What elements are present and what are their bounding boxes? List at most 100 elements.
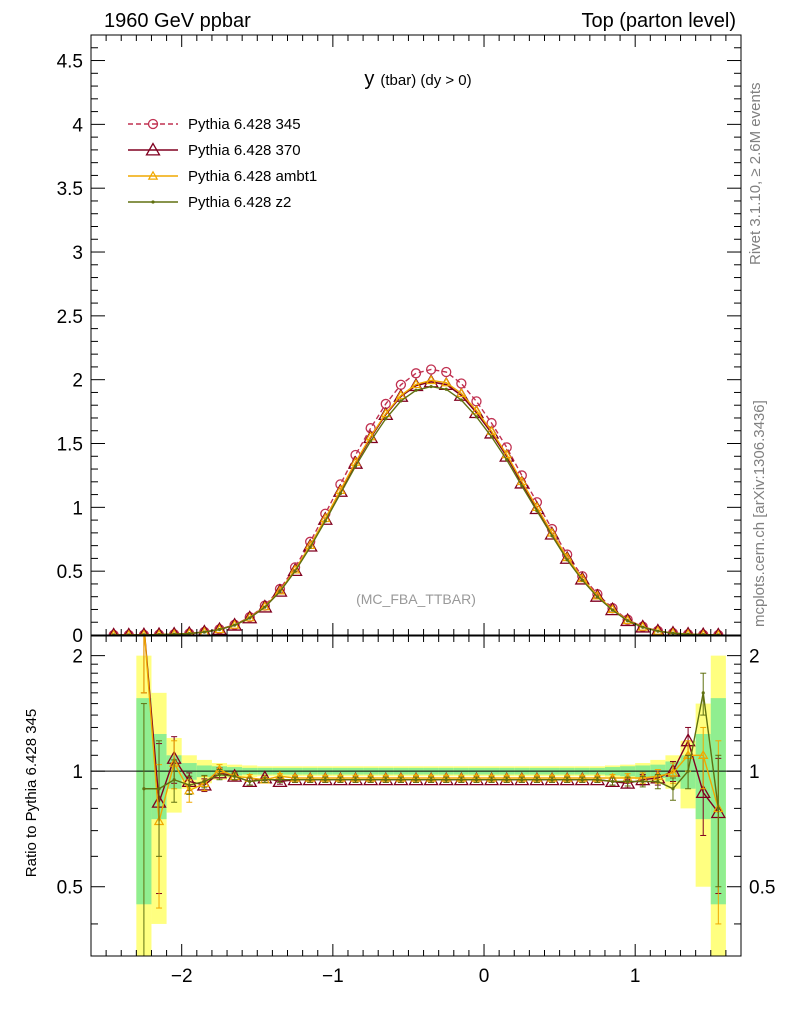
plot-title-rest: (tbar) (dy > 0) [380,72,471,89]
data-point [353,464,358,468]
ratio-ytick-label-left: 2 [72,647,83,668]
ratio-point [272,773,288,788]
data-point [535,509,539,513]
data-point [671,631,675,635]
plot-title-main: y [364,68,374,90]
data-point [289,564,301,574]
legend-marker [151,200,155,204]
data-point [410,368,422,379]
ratio-point [550,778,554,782]
ratio-point [414,778,418,782]
ratio-point [142,787,146,791]
main-ytick-label: 0.5 [57,562,83,583]
ratio-frame [90,635,742,957]
data-point [425,364,437,375]
ratio-point [716,806,720,810]
ratio-point [308,778,312,782]
ratio-point [323,778,327,782]
data-point [217,627,222,632]
data-point [154,626,164,635]
legend-label: Pythia 6.428 370 [188,142,301,159]
ratio-point [187,783,191,787]
main-ytick-label: 1 [72,498,83,519]
data-point [338,491,343,496]
data-point [580,578,584,582]
ratio-plot-area [91,636,741,956]
ratio-axes: −2 −1 0 1 0.5 0.5 1 1 2 2 [57,636,775,987]
main-frame [90,34,742,636]
data-point [187,631,191,635]
ratio-point [505,778,509,782]
data-point [440,377,452,387]
legend-marker [147,118,159,130]
data-point [656,629,660,633]
data-point [459,398,463,402]
ratio-point [565,778,569,782]
ratio-point [535,778,539,782]
data-point [293,569,297,573]
ratio-point [580,778,584,782]
ratio-point [263,778,267,782]
rivet-version-label: Rivet 3.1.10, ≥ 2.6M events [747,83,764,266]
data-point [242,610,258,624]
ratio-point [429,778,433,782]
data-point [272,583,288,597]
main-ytick-label: 2 [72,371,83,392]
ratio-point [474,778,479,782]
data-point [441,366,452,378]
ratio-xtick-label: 0 [479,966,490,987]
header-right: Top (parton level) [581,10,736,32]
data-point [574,571,590,585]
data-point [604,601,621,616]
ratio-point [459,778,463,782]
ratio-ytick-label-right: 2 [749,647,760,668]
ratio-ytick-label-right: 0.5 [749,878,775,899]
data-point [274,585,286,595]
data-point [565,558,569,562]
main-plot-area [108,364,724,635]
series-pythia-6-428-z2 [112,384,720,635]
ratio-point [399,778,403,782]
data-point [369,439,373,443]
analysis-annotation: (MC_FBA_TTBAR) [356,591,476,607]
data-point [278,589,282,594]
data-point [456,387,467,398]
data-point [399,399,403,403]
data-point [471,405,482,415]
data-point [263,605,267,609]
main-ytick-label: 4 [72,115,83,136]
ratio-point [278,778,282,782]
main-ytick-label: 0 [72,626,83,647]
ratio-ytick-label-left: 1 [72,762,83,783]
ratio-series-pythia-6-428-z2 [140,672,722,956]
ratio-point [686,769,690,773]
data-point [620,612,636,627]
main-panel: 0 0.5 1 1.5 2 2.5 3 3.5 4 4.5 y (tbar) (dy > 0) (M… [57,34,742,647]
data-point [172,632,176,635]
plot-title: y (tbar) (dy > 0) [364,68,471,90]
ratio-point [202,779,206,784]
data-point [139,627,149,635]
data-point [202,630,206,634]
data-point [109,627,119,635]
data-point [589,588,606,602]
data-point [259,601,271,611]
data-point [233,623,237,627]
data-point [610,608,615,612]
data-point [323,519,327,523]
data-point [550,534,554,538]
ratio-point [641,779,645,784]
ratio-point [369,778,373,782]
data-point [384,417,388,421]
legend-label: Pythia 6.428 z2 [188,194,291,211]
ratio-xtick-label: −2 [171,966,193,987]
legend-label: Pythia 6.428 345 [188,116,301,133]
data-point [456,378,467,389]
data-point [287,562,303,577]
legend-marker [147,170,159,180]
ratio-xtick-label: −1 [322,966,344,987]
data-point [248,616,252,620]
data-point [317,511,333,525]
ratio-point [157,787,161,791]
